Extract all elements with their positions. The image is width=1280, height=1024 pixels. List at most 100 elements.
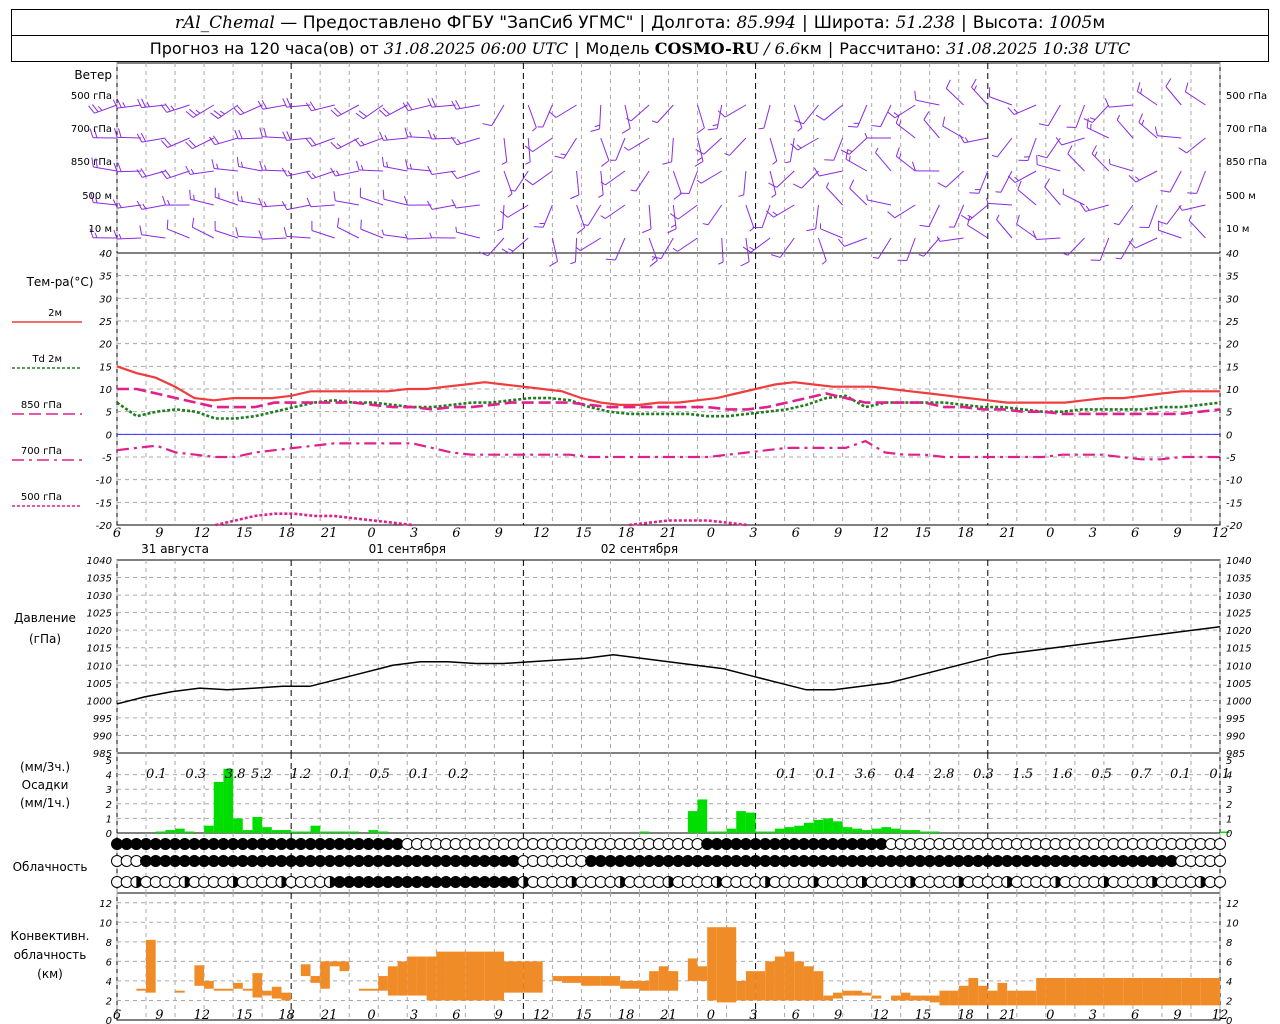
- wind-barb-feather: [91, 157, 94, 168]
- wind-level-left: 850 гПа: [71, 157, 112, 168]
- wind-barb: [724, 104, 747, 118]
- wind-barb-feather: [112, 199, 118, 209]
- wind-barb: [648, 204, 652, 229]
- wind-barb: [141, 204, 166, 210]
- wind-barb-half: [600, 181, 606, 186]
- wind-barb-feather: [1067, 145, 1073, 155]
- conv-bar: [910, 995, 921, 1001]
- wind-barb-feather: [1086, 118, 1089, 128]
- wind-barb-half: [1094, 151, 1098, 157]
- wind-barb-feather: [1044, 178, 1050, 188]
- wind-barb-feather: [694, 160, 704, 167]
- wind-barb: [826, 187, 844, 206]
- wind-barb-feather: [209, 136, 216, 145]
- wind-barb-feather: [742, 246, 752, 253]
- time-label-top: 6: [1131, 526, 1139, 541]
- wind-barb-half: [936, 236, 941, 242]
- wind-barb: [456, 231, 480, 239]
- wind-barb-half: [772, 211, 778, 216]
- wind-barb: [587, 204, 602, 226]
- wind-barb-feather: [164, 169, 171, 178]
- pressure-line: [116, 625, 1221, 705]
- precip-bar: [339, 831, 350, 833]
- wind-barb-feather: [185, 141, 193, 150]
- wind-barb: [875, 152, 892, 172]
- wind-barb-half: [381, 229, 384, 235]
- wind-barb: [688, 170, 698, 194]
- cloud-symbol-half: [329, 876, 336, 888]
- time-label-bottom: 9: [834, 1008, 842, 1023]
- wind-barb: [262, 104, 287, 110]
- wind-barb-feather: [89, 228, 94, 238]
- wind-barb-feather: [1184, 82, 1189, 92]
- wind-barb-feather: [305, 170, 313, 180]
- precip-bar: [784, 827, 795, 833]
- wind-barb-feather: [937, 182, 947, 188]
- wind-barb-half: [509, 189, 516, 192]
- wind-level-right: 10 м: [1226, 224, 1249, 235]
- wind-barb: [1067, 153, 1085, 172]
- wind-barb: [262, 237, 287, 240]
- wind-barb-feather: [117, 128, 122, 138]
- wind-barb-feather: [1178, 147, 1187, 154]
- wind-barb: [310, 204, 335, 208]
- wind-barb-half: [598, 194, 604, 198]
- precip-bar: [910, 830, 921, 833]
- wind-barb-half: [336, 143, 342, 148]
- conv-tick-left: 2: [106, 996, 112, 1007]
- precip-bar: [803, 822, 814, 833]
- wind-barb-feather: [189, 189, 191, 200]
- conv-tick-left: 6: [106, 957, 112, 968]
- wind-barb-feather: [261, 99, 268, 109]
- time-label-bottom: 3: [1089, 1008, 1097, 1023]
- time-label-bottom: 15: [575, 1008, 592, 1023]
- wind-barb: [605, 170, 626, 186]
- temp-title: Тем-ра(°С): [26, 275, 94, 289]
- wind-barb-feather: [281, 167, 288, 177]
- conv-bar: [1065, 977, 1085, 1006]
- wind-barb-feather: [137, 98, 142, 108]
- wind-barb-feather: [88, 105, 95, 114]
- wind-barb-half: [1115, 257, 1122, 260]
- cloud-symbol-half: [281, 876, 287, 888]
- conv-bar: [378, 976, 388, 991]
- cloud-symbol: [1214, 855, 1226, 867]
- precip-bar: [329, 831, 340, 833]
- wind-barb-half: [821, 260, 827, 265]
- wind-barb: [491, 104, 505, 126]
- conv-tick-left: 10: [99, 918, 112, 929]
- wind-barb-half: [195, 109, 201, 114]
- conv-tick-right: 8: [1226, 938, 1232, 949]
- precip-bar: [823, 818, 833, 833]
- wind-barb: [456, 170, 480, 180]
- conv-bar: [765, 961, 775, 1001]
- wind-barb-feather: [1128, 175, 1137, 183]
- wind-barb: [166, 170, 190, 180]
- precip-total: 2.8: [933, 767, 955, 782]
- wind-barb: [383, 198, 408, 206]
- precip-total: 1.2: [290, 767, 311, 782]
- wind-barb: [817, 237, 827, 261]
- header-line-2: Прогноз на 120 часа(ов) от 31.08.2025 06…: [11, 35, 1269, 62]
- conv-bar: [271, 986, 282, 999]
- wind-barb: [1181, 204, 1206, 211]
- conv-bar: [194, 965, 205, 986]
- wind-barb: [928, 204, 940, 227]
- wind-barb-half: [575, 246, 581, 251]
- conv-bar: [252, 973, 263, 998]
- wind-barb-half: [95, 197, 98, 204]
- wind-barb-half: [600, 215, 606, 220]
- wind-barb-feather: [717, 110, 726, 118]
- precip-bar: [252, 816, 263, 833]
- wind-barb-feather: [282, 131, 288, 141]
- wind-barb: [514, 170, 529, 192]
- wind-barb: [335, 170, 359, 177]
- wind-barb-half: [712, 124, 719, 127]
- wind-barb: [574, 237, 578, 262]
- precip-bar: [165, 830, 176, 833]
- cloud-symbol-half: [184, 876, 191, 888]
- wind-barb-half: [995, 191, 1001, 193]
- press-tick-right: 1005: [1226, 679, 1251, 690]
- wind-barb: [1186, 137, 1206, 154]
- wind-barb-feather: [136, 133, 143, 143]
